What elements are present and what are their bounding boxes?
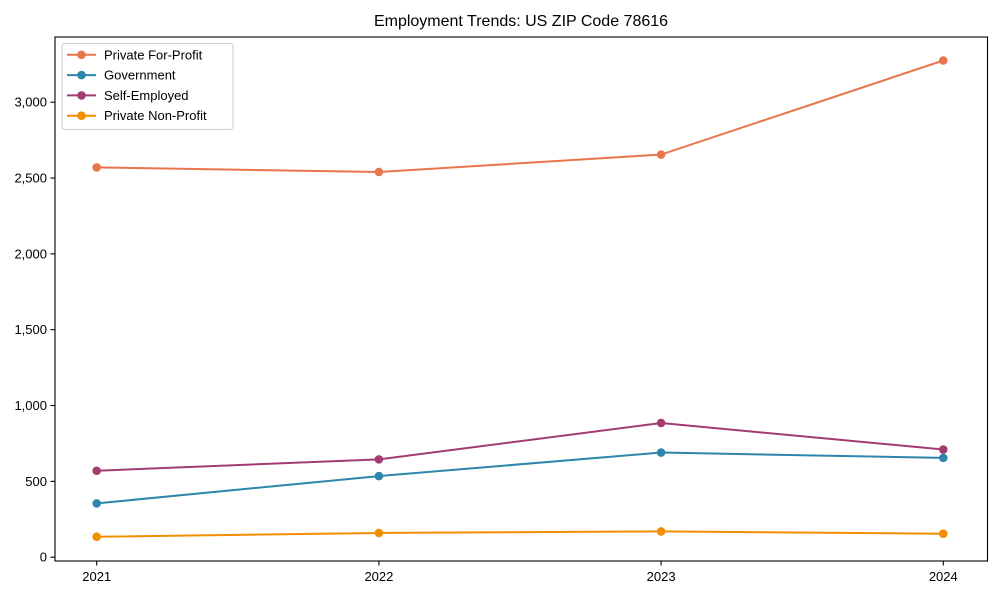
data-point-self-employed-2023: [656, 418, 666, 428]
data-point-private-non-profit-2021: [92, 532, 101, 542]
legend-label-self-employed: Self-Employed: [104, 88, 189, 103]
y-tick-label: 2,000: [14, 246, 47, 261]
data-point-private-for-profit-2022: [374, 167, 384, 177]
chart-title: Employment Trends: US ZIP Code 78616: [374, 13, 668, 30]
data-point-government-2022: [374, 471, 384, 481]
plot-frame: [54, 36, 989, 562]
plot-area: 0 500 1,000 1,500 2,000 2,500 3,000 2021 2022 202…: [14, 36, 989, 584]
data-point-private-for-profit-2024: [939, 56, 948, 65]
series-line-self-employed: [95, 421, 945, 472]
legend-marker-private-non-profit: [77, 111, 86, 120]
data-point-private-non-profit-2022: [374, 528, 384, 538]
data-point-government-2021: [92, 499, 101, 508]
x-tick-label: 2022: [364, 569, 393, 584]
series-line-private-non-profit: [95, 530, 945, 538]
y-tick-label: 0: [40, 550, 47, 565]
legend-marker-private-for-profit: [77, 50, 86, 60]
legend-label-private-non-profit: Private Non-Profit: [104, 108, 207, 123]
series-line-private-for-profit: [95, 59, 945, 173]
data-point-private-for-profit-2021: [92, 163, 101, 172]
data-point-private-for-profit-2023: [656, 150, 666, 159]
data-point-government-2024: [939, 453, 948, 463]
x-tick-label: 2021: [82, 569, 111, 584]
y-tick-label: 1,000: [14, 398, 47, 413]
legend-marker-self-employed: [77, 91, 86, 100]
y-tick-label: 500: [25, 474, 47, 489]
x-tick-label: 2023: [647, 569, 676, 584]
data-point-private-non-profit-2024: [939, 529, 948, 539]
data-point-self-employed-2021: [92, 466, 101, 476]
legend-label-government: Government: [104, 68, 176, 83]
series-line-government: [95, 451, 945, 505]
data-point-government-2023: [656, 448, 666, 457]
y-tick-label: 1,500: [14, 322, 47, 337]
x-tick-label: 2024: [929, 569, 958, 584]
data-point-self-employed-2022: [374, 455, 384, 464]
y-tick-label: 3,000: [14, 95, 47, 110]
legend-label-private-for-profit: Private For-Profit: [104, 47, 203, 62]
y-tick-label: 2,500: [14, 171, 47, 186]
legend-box: [61, 43, 234, 130]
data-point-self-employed-2024: [939, 445, 948, 454]
legend-marker-government: [77, 70, 86, 80]
data-point-private-non-profit-2023: [656, 527, 666, 536]
